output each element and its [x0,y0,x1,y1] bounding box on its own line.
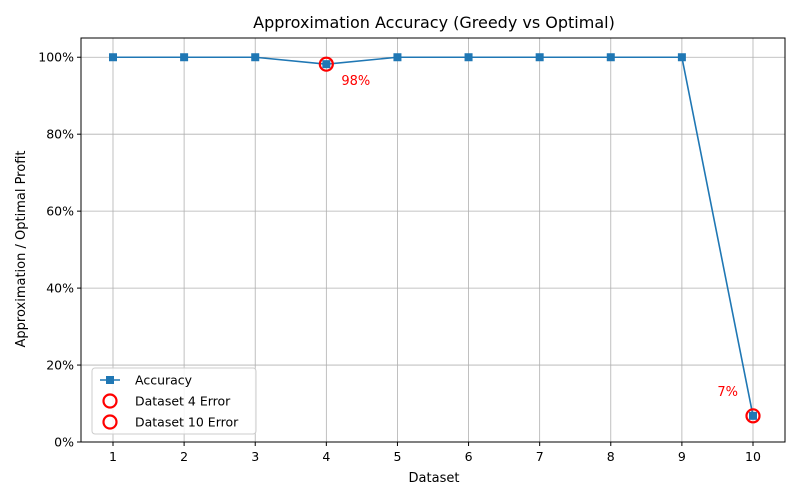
x-tick-label: 4 [322,449,330,464]
data-point [322,60,331,69]
legend-swatch-circle [102,414,118,430]
legend: Accuracy Dataset 4 Error Dataset 10 Error [91,367,257,435]
y-tick-label: 60% [46,204,74,219]
y-axis-title: Approximation / Optimal Profit [14,151,29,348]
series-line-accuracy [113,56,754,416]
annotation-label: 7% [717,385,738,400]
x-axis-title: Dataset [409,471,460,486]
legend-swatch-marker [106,376,114,384]
y-tick-label: 0% [54,435,74,450]
x-tick-label: 6 [465,449,473,464]
annotation-layer: 98% 7% [341,74,738,400]
legend-label: Accuracy [135,373,193,388]
x-tick-label: 5 [393,449,401,464]
legend-swatch-circle [102,393,118,409]
highlight-circle [745,408,761,424]
highlight-circle [318,56,334,72]
y-tick-label: 80% [46,127,74,142]
series-layer [109,53,757,420]
x-tick-label: 7 [536,449,544,464]
legend-box [91,367,257,435]
data-point [180,53,189,62]
x-tick-label: 10 [745,449,761,464]
x-tick-label: 2 [180,449,188,464]
legend-label: Dataset 4 Error [135,394,231,409]
data-point [109,53,117,62]
axes-layer: 1 2 3 4 5 6 7 8 9 100%20%40%60%80%100% [38,37,786,464]
data-point [464,53,473,62]
data-point [677,53,686,62]
x-tick-label: 3 [251,449,259,464]
chart-title: Approximation Accuracy (Greedy vs Optima… [253,13,615,32]
highlight-layer [318,56,761,424]
data-point [749,411,757,420]
data-point [535,53,544,62]
annotation-label: 98% [341,74,370,89]
data-point [606,53,615,62]
plot-frame [80,37,786,443]
y-tick-label: 20% [46,358,74,373]
data-point [251,53,260,62]
y-tick-label: 40% [46,281,74,296]
legend-label: Dataset 10 Error [135,415,239,430]
x-tick-label: 9 [678,449,686,464]
y-tick-label: 100% [38,50,74,65]
x-tick-label: 1 [109,449,117,464]
data-point [393,53,402,62]
x-tick-label: 8 [607,449,615,464]
